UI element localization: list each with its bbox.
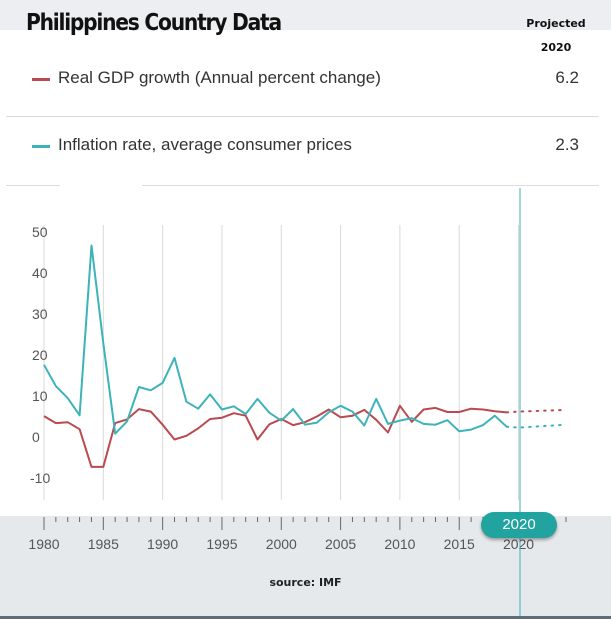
gdp-swatch-icon (32, 78, 50, 81)
y-tick-label-50: 50 (32, 224, 48, 240)
x-tick-label-1980: 1980 (28, 536, 59, 552)
legend-value-gdp: 6.2 (555, 68, 579, 87)
bottom-rule (0, 616, 611, 619)
x-tick-label-1995: 1995 (206, 536, 237, 552)
y-tick-label-40: 40 (32, 265, 48, 281)
projected-label: Projected (526, 17, 586, 30)
y-axis-ticks: -10 0 10 20 30 40 50 (30, 224, 50, 486)
y-tick-label-0: 0 (32, 429, 40, 445)
year-slider-handle[interactable]: 2020 (481, 512, 557, 538)
legend-value-inflation: 2.3 (555, 135, 579, 154)
series-lines (43, 244, 567, 468)
legend-label-gdp: Real GDP growth (Annual percent change) (58, 68, 381, 87)
series-line-0 (43, 404, 507, 468)
x-tick-label-2000: 2000 (266, 536, 297, 552)
legend-divider-gap (60, 183, 142, 188)
y-tick-label--10: -10 (30, 470, 50, 486)
legend-row-inflation[interactable]: Inflation rate, average consumer prices … (6, 116, 599, 177)
legend-label-inflation: Inflation rate, average consumer prices (58, 135, 352, 154)
x-tick-label-2020: 2020 (503, 536, 534, 552)
grid (43, 225, 520, 500)
x-axis: 1980 1985 1990 1995 2000 2005 2010 2015 2020 (28, 517, 567, 552)
projected-year: 2020 (540, 41, 572, 54)
header-band (0, 0, 611, 30)
series-projection-1 (505, 423, 567, 429)
x-tick-label-1990: 1990 (147, 536, 178, 552)
x-tick-label-2010: 2010 (384, 536, 415, 552)
legend-row-gdp[interactable]: Real GDP growth (Annual percent change) … (6, 50, 599, 110)
series-projection-0 (505, 408, 567, 414)
projected-header: Projected 2020 (521, 12, 591, 60)
page-title: Philippines Country Data (26, 10, 282, 36)
source-note: source: IMF (269, 576, 342, 589)
x-tick-label-2015: 2015 (444, 536, 475, 552)
x-tick-label-2005: 2005 (325, 536, 356, 552)
y-tick-label-20: 20 (32, 347, 48, 363)
inflation-swatch-icon (32, 145, 50, 148)
legend-divider (6, 185, 599, 186)
y-tick-label-10: 10 (32, 388, 48, 404)
x-tick-label-1985: 1985 (88, 536, 119, 552)
y-tick-label-30: 30 (32, 306, 48, 322)
series-line-1 (43, 244, 508, 435)
